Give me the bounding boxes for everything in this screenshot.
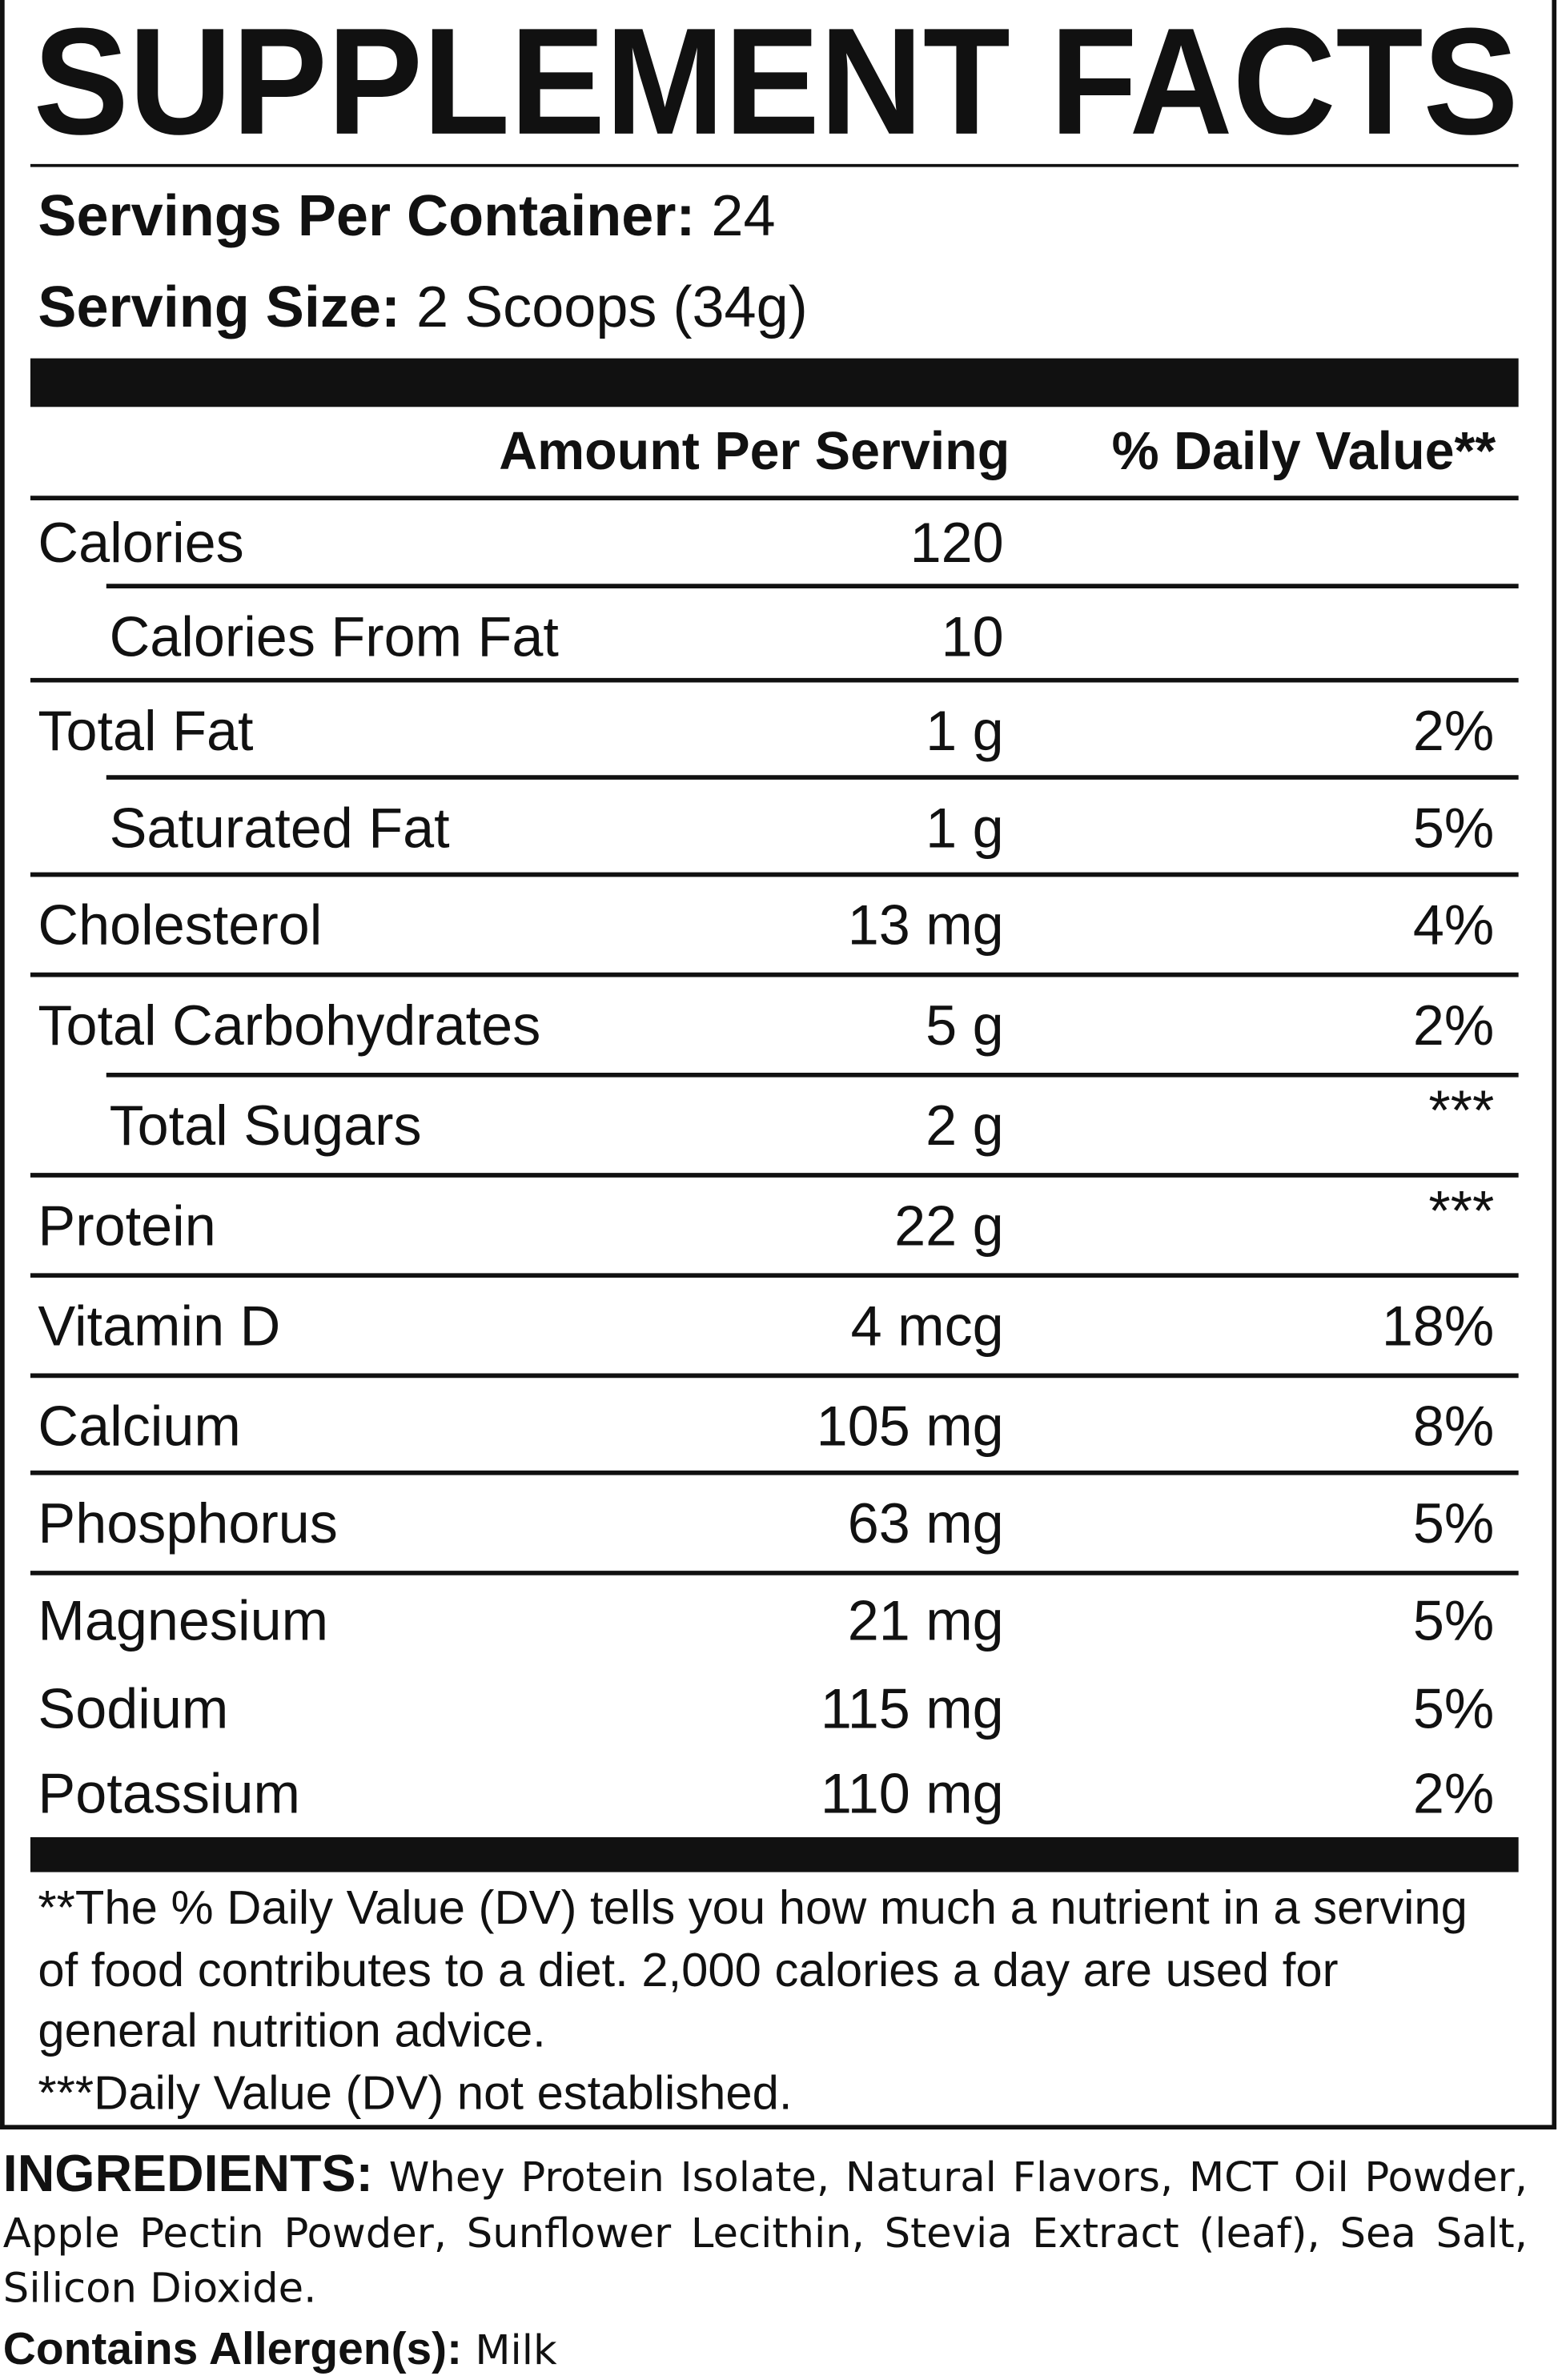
serving-size: Serving Size: 2 Scoops (34g): [38, 275, 807, 339]
nutrient-name: Vitamin D: [38, 1294, 280, 1357]
label-title: SUPPLEMENT FACTS: [34, 0, 1519, 167]
nutrient-amount: 13 mg: [848, 893, 1004, 957]
nutrient-amount: 22 g: [894, 1194, 1004, 1257]
nutrient-daily-value: 2%: [1413, 699, 1494, 762]
ingredients: INGREDIENTS: Whey Protein Isolate, Natur…: [3, 2147, 1528, 2375]
nutrient-name: Protein: [38, 1194, 215, 1257]
nutrient-name: Total Sugars: [110, 1094, 422, 1157]
label-frame: [0, 0, 1557, 2130]
nutrient-amount: 2 g: [926, 1094, 1004, 1157]
footnote: **The % Daily Value (DV) tells you how m…: [38, 1880, 1468, 2057]
nutrient-daily-value: ***: [1428, 1178, 1494, 1242]
nutrient-name: Calories: [38, 511, 243, 574]
nutrient-daily-value: 5%: [1413, 1491, 1494, 1555]
thick-bar: [30, 1836, 1519, 1872]
serving-size-label: Serving Size:: [38, 275, 400, 339]
allergens-label: Contains Allergen(s):: [2, 2323, 463, 2374]
servings-per-container: Servings Per Container: 24: [38, 184, 775, 248]
nutrient-daily-value: 4%: [1413, 893, 1494, 957]
footnote: ***Daily Value (DV) not established.: [38, 2064, 793, 2119]
nutrient-amount: 21 mg: [848, 1588, 1004, 1652]
nutrient-amount: 1 g: [926, 796, 1004, 859]
daily-value-header: % Daily Value**: [1112, 422, 1496, 481]
footnotes-box: **The % Daily Value (DV) tells you how m…: [38, 1876, 1496, 2122]
nutrient-amount: 105 mg: [817, 1395, 1004, 1458]
footnotes: **The % Daily Value (DV) tells you how m…: [38, 1876, 1496, 2122]
nutrient-daily-value: ***: [1428, 1078, 1494, 1142]
serving-size-value: 2 Scoops (34g): [416, 275, 808, 339]
nutrient-name: Saturated Fat: [110, 796, 450, 859]
nutrient-amount: 110 mg: [821, 1762, 1004, 1825]
nutrient-name: Cholesterol: [38, 893, 322, 957]
nutrient-daily-value: 5%: [1413, 796, 1494, 859]
nutrient-name: Sodium: [38, 1676, 228, 1740]
nutrient-name: Phosphorus: [38, 1491, 337, 1555]
nutrient-name: Calories From Fat: [110, 604, 559, 668]
ingredients-label: INGREDIENTS:: [2, 2146, 374, 2204]
nutrient-name: Total Carbohydrates: [38, 993, 540, 1057]
ingredients-text: INGREDIENTS: Whey Protein Isolate, Natur…: [3, 2147, 1528, 2318]
nutrient-amount: 10: [942, 604, 1004, 668]
nutrient-name: Potassium: [38, 1762, 300, 1825]
ingredients-box: INGREDIENTS: Whey Protein Isolate, Natur…: [3, 2147, 1528, 2375]
nutrient-daily-value: 2%: [1413, 1762, 1494, 1825]
amount-header: Amount Per Serving: [499, 422, 1010, 481]
nutrient-amount: 115 mg: [821, 1676, 1004, 1740]
servings-label: Servings Per Container:: [38, 184, 695, 248]
allergens: Contains Allergen(s): Milk: [3, 2324, 1528, 2375]
nutrient-daily-value: 5%: [1413, 1676, 1494, 1740]
nutrient-amount: 4 mcg: [851, 1294, 1004, 1357]
servings-value: 24: [711, 184, 775, 248]
nutrient-name: Magnesium: [38, 1588, 328, 1652]
thick-bar: [30, 358, 1519, 407]
nutrient-daily-value: 18%: [1382, 1294, 1494, 1357]
allergens-value: Milk: [475, 2326, 557, 2374]
nutrient-name: Calcium: [38, 1395, 240, 1458]
nutrient-daily-value: 5%: [1413, 1588, 1494, 1652]
nutrient-amount: 120: [910, 511, 1004, 574]
nutrient-amount: 63 mg: [848, 1491, 1004, 1555]
nutrient-rows: Calories 120 Calories From Fat 10 Total Fat 1…: [30, 511, 1519, 1825]
nutrient-name: Total Fat: [38, 699, 253, 762]
ingredients-list: Whey Protein Isolate, Natural Flavors, M…: [2, 2154, 1528, 2313]
nutrient-amount: 1 g: [926, 699, 1004, 762]
nutrient-daily-value: 8%: [1413, 1395, 1494, 1458]
nutrient-amount: 5 g: [926, 993, 1004, 1057]
nutrient-daily-value: 2%: [1413, 993, 1494, 1057]
